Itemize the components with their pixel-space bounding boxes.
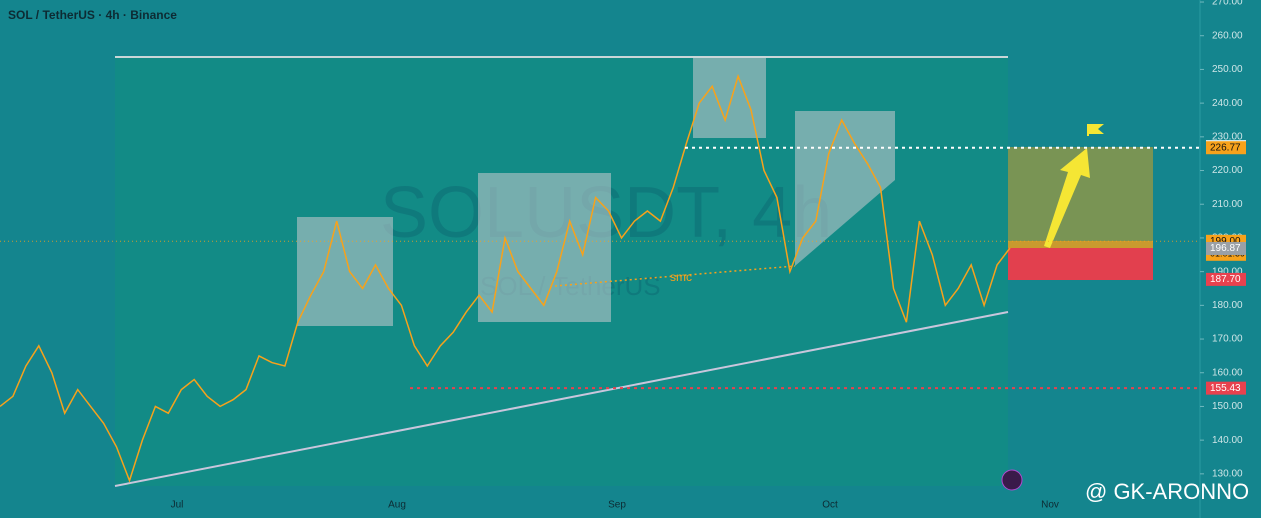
price-label-bg (1206, 241, 1246, 255)
y-tick-label: 270.00 (1212, 0, 1243, 8)
chart-title: SOL / TetherUS · 4h · Binance (8, 8, 177, 22)
x-tick-label: Jul (171, 500, 184, 511)
annotation: smc (670, 270, 692, 284)
y-tick-label: 130.00 (1212, 468, 1243, 479)
price-label: 155.43 (1210, 383, 1241, 394)
y-tick-label: 210.00 (1212, 199, 1243, 210)
y-tick-label: 240.00 (1212, 98, 1243, 109)
zone-triangle (795, 111, 895, 266)
price-label: 199.00 (1210, 236, 1241, 247)
price-label-bg (1206, 141, 1246, 155)
y-tick-label: 190.00 (1212, 266, 1243, 277)
zone-box (297, 217, 393, 326)
price-label: 187.70 (1210, 274, 1241, 285)
y-tick-label: 230.00 (1212, 131, 1243, 142)
smc-line (554, 265, 796, 287)
price-line (0, 73, 1011, 483)
y-tick-label: 180.00 (1212, 300, 1243, 311)
y-tick-label: 140.00 (1212, 435, 1243, 446)
y-tick-label: 220.00 (1212, 165, 1243, 176)
x-tick-label: Sep (608, 500, 626, 511)
x-tick-label: Oct (822, 500, 838, 511)
price-label: 196.87 (1210, 243, 1241, 254)
y-tick-label: 150.00 (1212, 401, 1243, 412)
trendline (114, 311, 1009, 487)
brand: @ GK-ARONNO (1085, 479, 1249, 504)
x-tick-label: Nov (1041, 500, 1059, 511)
price-label-bg (1206, 272, 1246, 286)
stop-zone (1008, 248, 1153, 280)
zone-box (478, 173, 611, 322)
entry-zone (1008, 241, 1153, 248)
flag (1088, 124, 1104, 134)
y-tick-label: 160.00 (1212, 367, 1243, 378)
x-tick-label: Aug (388, 500, 406, 511)
price-label: 226.77 (1210, 142, 1241, 153)
price-label-bg (1206, 381, 1246, 395)
y-tick-label: 260.00 (1212, 30, 1243, 41)
icon (1001, 469, 1023, 491)
y-tick-label: 170.00 (1212, 334, 1243, 345)
y-tick-label: 250.00 (1212, 64, 1243, 75)
arrow (1044, 148, 1090, 248)
